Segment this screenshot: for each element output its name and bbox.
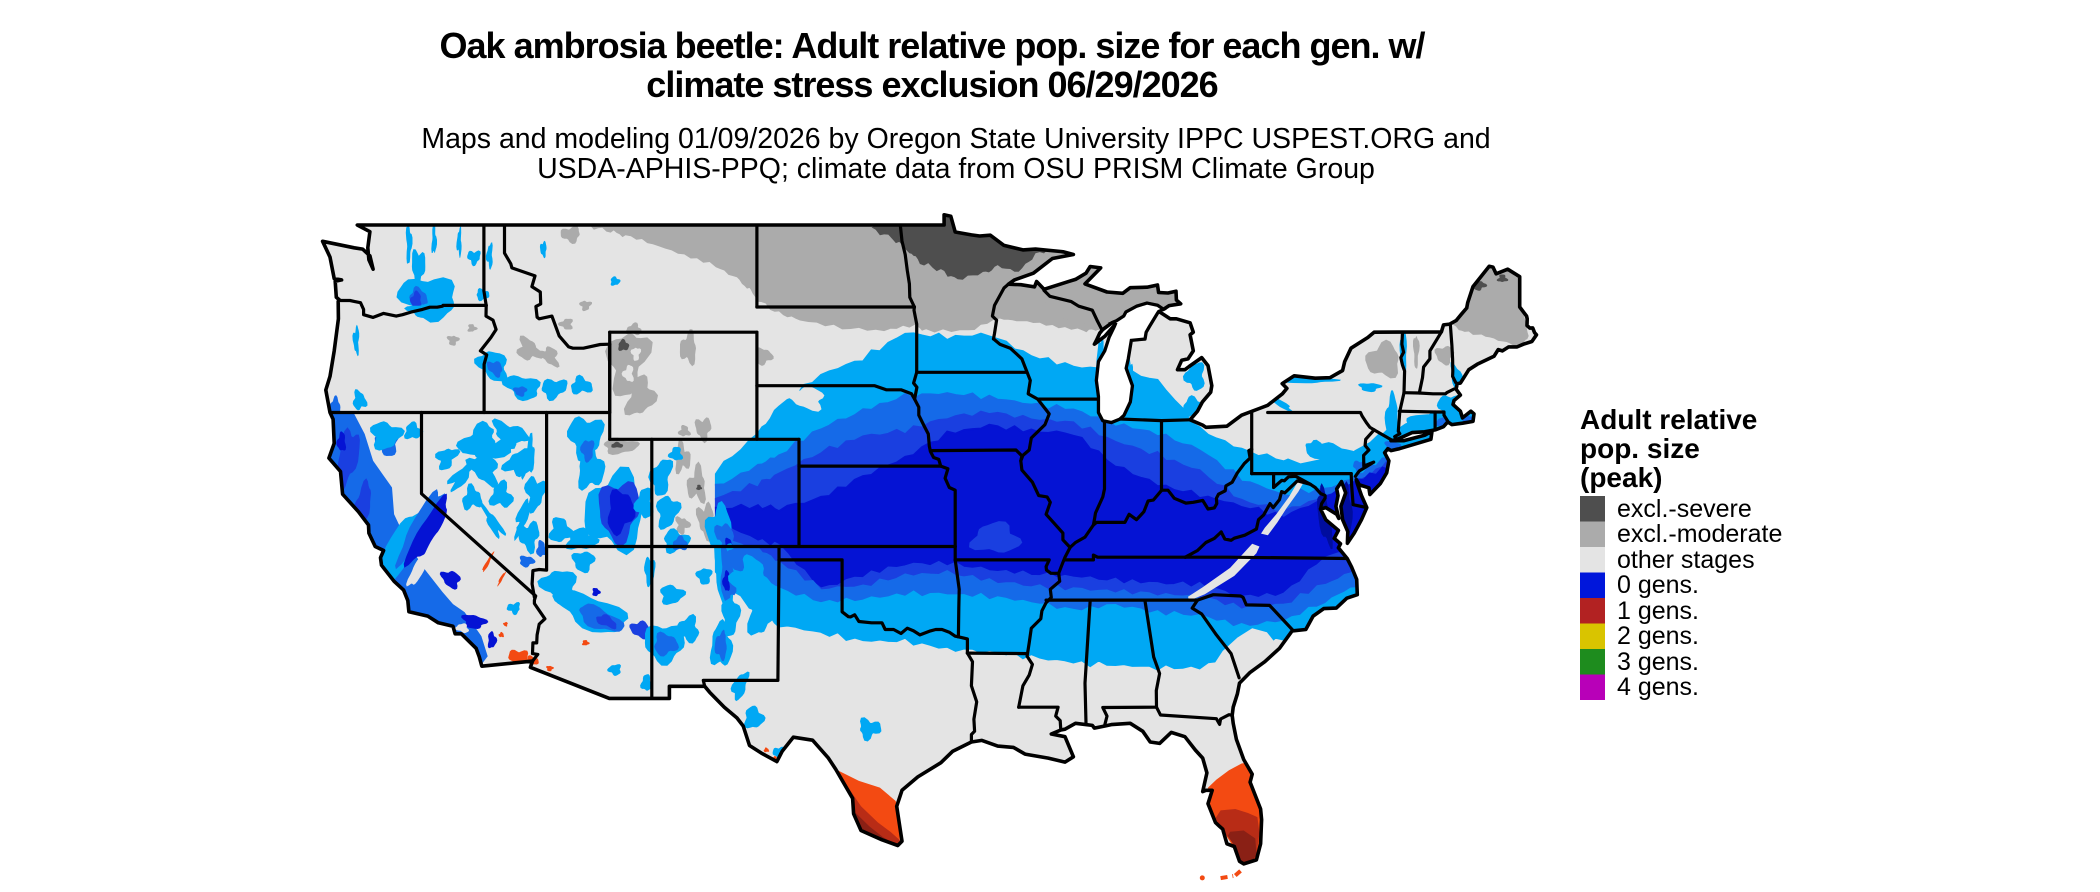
- svg-text:(peak): (peak): [1580, 462, 1662, 493]
- svg-text:pop. size: pop. size: [1580, 433, 1700, 464]
- svg-text:excl.-moderate: excl.-moderate: [1617, 520, 1782, 548]
- svg-text:4 gens.: 4 gens.: [1617, 673, 1699, 701]
- svg-text:0 gens.: 0 gens.: [1617, 571, 1699, 599]
- svg-text:3 gens.: 3 gens.: [1617, 648, 1699, 676]
- svg-text:Adult relative: Adult relative: [1580, 404, 1757, 435]
- svg-text:other stages: other stages: [1617, 546, 1755, 574]
- svg-text:1 gens.: 1 gens.: [1617, 597, 1699, 625]
- svg-text:2 gens.: 2 gens.: [1617, 622, 1699, 650]
- svg-text:excl.-severe: excl.-severe: [1617, 495, 1752, 523]
